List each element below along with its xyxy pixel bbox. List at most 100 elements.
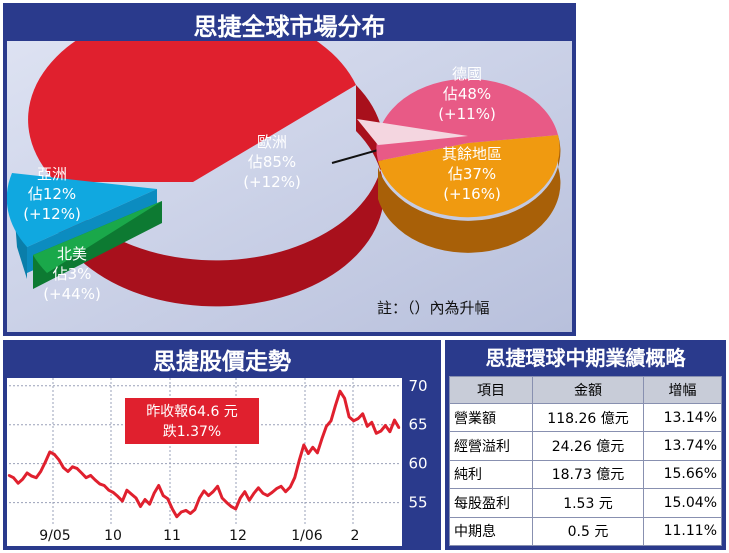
price-point xyxy=(352,419,355,423)
results-header-row: 項目 金額 增幅 xyxy=(449,376,722,404)
price-point xyxy=(143,498,147,501)
price-point xyxy=(152,492,156,495)
price-point xyxy=(211,490,215,493)
price-callout-line2: 跌1.37% xyxy=(163,424,221,440)
price-point xyxy=(25,471,29,475)
row-growth: 11.11% xyxy=(643,516,722,547)
price-point xyxy=(161,494,165,497)
price-point xyxy=(234,507,237,511)
price-point xyxy=(48,450,52,454)
price-point xyxy=(53,453,56,456)
price-point xyxy=(302,443,305,447)
row-growth: 15.66% xyxy=(643,459,722,490)
price-point xyxy=(270,491,274,494)
price-point xyxy=(93,478,97,482)
europe-slice-side xyxy=(56,85,384,307)
price-point xyxy=(39,470,42,473)
stock-panel: 思捷股價走勢 55 60 65 70 9/05 10 11 12 1/06 2 昨收報64.6 元… xyxy=(3,340,441,550)
europe-growth: (+12%) xyxy=(243,173,301,191)
row-growth: 13.14% xyxy=(643,402,722,433)
price-point xyxy=(80,471,83,475)
row-item: 中期息 xyxy=(449,516,533,547)
price-point xyxy=(325,425,328,428)
price-point xyxy=(121,499,124,503)
y-tick-label: 55 xyxy=(408,494,427,512)
germany-share: 佔48% xyxy=(443,85,491,103)
price-point xyxy=(171,507,174,511)
price-point xyxy=(125,488,129,492)
price-point xyxy=(225,501,228,504)
europe-slice xyxy=(28,41,356,182)
europe-name: 歐洲 xyxy=(257,133,287,151)
results-row: 純利 18.73 億元 15.66% xyxy=(449,459,722,490)
price-point xyxy=(103,484,106,487)
x-tick-label: 9/05 xyxy=(39,528,70,544)
price-point xyxy=(202,489,206,493)
others-slice xyxy=(378,135,560,218)
row-growth: 13.74% xyxy=(643,431,722,461)
price-point xyxy=(89,474,92,477)
price-point xyxy=(207,494,210,497)
cut-wedge xyxy=(357,119,468,145)
x-tick-label: 11 xyxy=(163,528,181,544)
price-point xyxy=(134,496,138,500)
price-point xyxy=(384,424,387,427)
price-point xyxy=(397,426,401,430)
row-amount: 0.5 元 xyxy=(532,516,644,547)
price-point xyxy=(139,505,142,508)
price-point xyxy=(220,496,224,500)
price-point xyxy=(347,415,351,419)
row-amount: 1.53 元 xyxy=(532,488,644,518)
others-name: 其餘地區 xyxy=(442,145,502,163)
market-chart: 歐洲 佔85% (+12%) 亞洲 佔12% (+12%) 北美 佔3% (+4… xyxy=(7,41,572,332)
price-point xyxy=(393,418,396,422)
market-note: 註：（）內為升幅 xyxy=(377,299,490,317)
price-point xyxy=(356,417,360,420)
price-point xyxy=(252,492,256,495)
price-point xyxy=(311,446,315,449)
x-tick-label: 10 xyxy=(104,528,122,544)
price-point xyxy=(198,496,201,500)
asia-name: 亞洲 xyxy=(37,165,67,183)
price-point xyxy=(239,496,242,500)
results-title: 思捷環球中期業績概略 xyxy=(485,346,686,370)
stock-title: 思捷股價走勢 xyxy=(153,349,291,375)
price-point xyxy=(98,482,101,486)
price-point xyxy=(62,466,65,469)
price-point xyxy=(370,421,373,424)
asia-growth: (+12%) xyxy=(23,205,81,223)
market-title: 思捷全球市場分布 xyxy=(193,13,386,41)
price-point xyxy=(288,485,292,489)
price-point xyxy=(261,492,265,495)
price-point xyxy=(320,437,324,440)
price-point xyxy=(388,430,392,433)
others-slice-side xyxy=(378,135,561,253)
price-point xyxy=(35,476,38,479)
price-point xyxy=(71,465,74,468)
germany-name: 德國 xyxy=(452,65,482,83)
america-growth: (+44%) xyxy=(43,285,101,303)
row-growth: 15.04% xyxy=(643,488,722,518)
row-item: 每股盈利 xyxy=(449,488,533,518)
price-point xyxy=(166,497,169,500)
price-point xyxy=(107,488,110,492)
price-point xyxy=(44,460,47,464)
price-point xyxy=(316,451,319,454)
price-point xyxy=(230,505,233,508)
row-amount: 118.26 億元 xyxy=(532,402,644,433)
price-point xyxy=(338,390,342,393)
america-slice xyxy=(33,201,162,273)
america-name: 北美 xyxy=(57,245,87,263)
results-row: 每股盈利 1.53 元 15.04% xyxy=(449,488,722,518)
price-point xyxy=(334,404,337,407)
price-point xyxy=(16,481,20,485)
price-point xyxy=(30,474,33,478)
price-point xyxy=(329,419,333,423)
price-point xyxy=(66,470,70,473)
price-point xyxy=(257,486,260,490)
price-point xyxy=(184,509,188,512)
price-point xyxy=(130,492,133,496)
price-point xyxy=(366,425,369,428)
price-point xyxy=(248,499,251,502)
row-amount: 24.26 億元 xyxy=(532,431,644,461)
